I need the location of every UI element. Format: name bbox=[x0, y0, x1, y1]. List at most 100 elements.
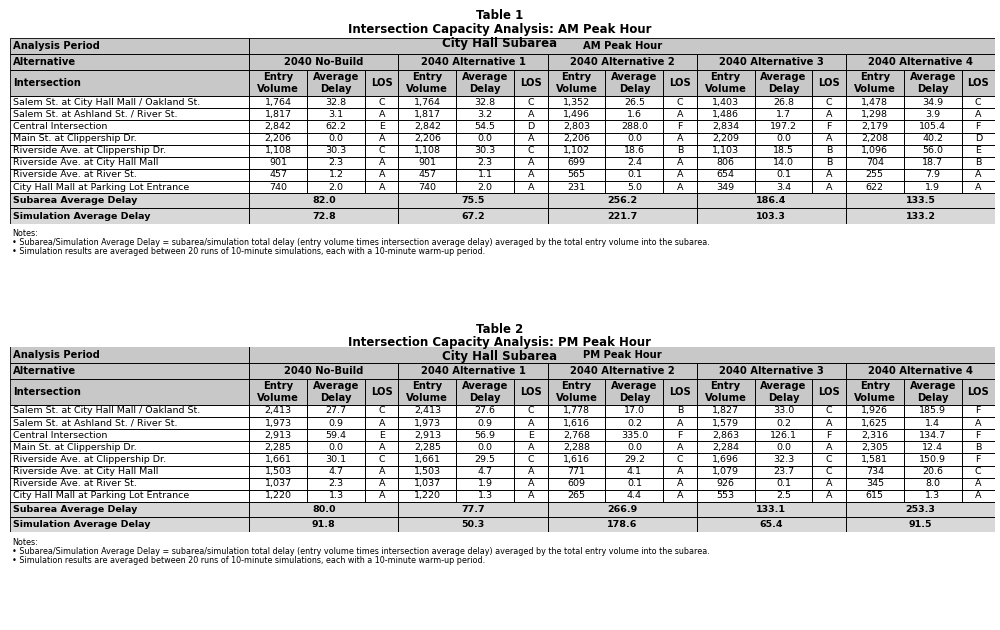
Bar bbox=[846, 454, 904, 466]
Text: Entry
Volume: Entry Volume bbox=[406, 72, 448, 94]
Bar bbox=[365, 181, 398, 193]
Bar bbox=[812, 181, 846, 193]
Text: 27.6: 27.6 bbox=[475, 406, 496, 416]
Bar bbox=[10, 209, 249, 224]
Bar bbox=[249, 96, 307, 108]
Bar bbox=[456, 145, 514, 157]
Bar bbox=[697, 429, 755, 441]
Bar bbox=[307, 132, 365, 145]
Bar bbox=[398, 145, 456, 157]
Bar bbox=[249, 379, 307, 405]
Text: 1,108: 1,108 bbox=[265, 146, 292, 155]
Text: PM Peak Hour: PM Peak Hour bbox=[583, 350, 662, 360]
Bar bbox=[456, 417, 514, 429]
Text: 1,096: 1,096 bbox=[861, 146, 888, 155]
Text: 1.2: 1.2 bbox=[329, 171, 344, 180]
Bar bbox=[365, 132, 398, 145]
Text: 1.3: 1.3 bbox=[478, 491, 493, 500]
Bar bbox=[398, 96, 456, 108]
Text: Average
Delay: Average Delay bbox=[313, 72, 359, 94]
Text: A: A bbox=[826, 418, 832, 428]
Bar bbox=[697, 379, 755, 405]
Text: F: F bbox=[976, 406, 981, 416]
Text: 0.1: 0.1 bbox=[627, 171, 642, 180]
Text: 615: 615 bbox=[866, 491, 884, 500]
Text: 1,817: 1,817 bbox=[265, 110, 292, 119]
Bar bbox=[904, 70, 962, 96]
Bar bbox=[514, 454, 548, 466]
Bar bbox=[249, 96, 307, 108]
Bar bbox=[812, 96, 846, 108]
Text: A: A bbox=[378, 110, 385, 119]
Bar bbox=[962, 490, 995, 502]
Text: 2040 Alternative 4: 2040 Alternative 4 bbox=[868, 365, 973, 375]
Text: Entry
Volume: Entry Volume bbox=[556, 72, 597, 94]
Bar bbox=[10, 145, 249, 157]
Text: Riverside Ave. at City Hall Mall: Riverside Ave. at City Hall Mall bbox=[13, 158, 158, 168]
Bar bbox=[755, 490, 812, 502]
Bar bbox=[755, 454, 812, 466]
Text: Simulation Average Delay: Simulation Average Delay bbox=[13, 212, 150, 220]
Bar bbox=[846, 108, 904, 120]
Bar bbox=[249, 490, 307, 502]
Bar bbox=[398, 108, 456, 120]
Text: Notes:: Notes: bbox=[12, 538, 38, 547]
Text: 0.0: 0.0 bbox=[776, 134, 791, 143]
Text: 2,284: 2,284 bbox=[712, 443, 739, 452]
Bar bbox=[663, 70, 697, 96]
Bar bbox=[548, 417, 605, 429]
Bar bbox=[249, 145, 307, 157]
Bar bbox=[514, 132, 548, 145]
Bar bbox=[663, 429, 697, 441]
Text: 1,827: 1,827 bbox=[712, 406, 739, 416]
Text: Entry
Volume: Entry Volume bbox=[854, 72, 896, 94]
Text: 2.3: 2.3 bbox=[329, 479, 344, 488]
Bar bbox=[249, 429, 307, 441]
Bar bbox=[398, 502, 548, 517]
Bar bbox=[548, 405, 605, 417]
Bar bbox=[10, 405, 249, 417]
Bar bbox=[846, 209, 995, 224]
Bar bbox=[548, 181, 605, 193]
Bar bbox=[307, 417, 365, 429]
Bar bbox=[548, 441, 605, 454]
Bar bbox=[514, 70, 548, 96]
Bar bbox=[846, 157, 904, 169]
Bar bbox=[249, 157, 307, 169]
Bar bbox=[904, 132, 962, 145]
Text: 150.9: 150.9 bbox=[919, 455, 946, 464]
Bar bbox=[10, 120, 249, 132]
Text: Main St. at Clippership Dr.: Main St. at Clippership Dr. bbox=[13, 134, 137, 143]
Bar bbox=[605, 454, 663, 466]
Bar bbox=[10, 157, 249, 169]
Bar bbox=[456, 466, 514, 478]
Text: Entry
Volume: Entry Volume bbox=[406, 381, 448, 403]
Bar bbox=[663, 96, 697, 108]
Bar bbox=[812, 454, 846, 466]
Bar bbox=[249, 478, 307, 490]
Text: LOS: LOS bbox=[371, 387, 393, 397]
Bar bbox=[249, 454, 307, 466]
Bar bbox=[548, 145, 605, 157]
Bar bbox=[663, 441, 697, 454]
Bar bbox=[697, 417, 755, 429]
Bar bbox=[307, 466, 365, 478]
Bar bbox=[10, 478, 249, 490]
Bar bbox=[548, 454, 605, 466]
Text: 1,926: 1,926 bbox=[861, 406, 888, 416]
Bar bbox=[846, 466, 904, 478]
Bar bbox=[398, 441, 456, 454]
Bar bbox=[755, 466, 812, 478]
Bar bbox=[904, 379, 962, 405]
Text: C: C bbox=[528, 406, 534, 416]
Bar bbox=[812, 132, 846, 145]
Text: F: F bbox=[677, 431, 683, 440]
Text: 197.2: 197.2 bbox=[770, 122, 797, 131]
Text: 2,803: 2,803 bbox=[563, 122, 590, 131]
Bar bbox=[249, 517, 398, 532]
Text: Entry
Volume: Entry Volume bbox=[854, 381, 896, 403]
Text: F: F bbox=[826, 431, 832, 440]
Bar bbox=[663, 379, 697, 405]
Bar bbox=[663, 108, 697, 120]
Bar bbox=[249, 417, 307, 429]
